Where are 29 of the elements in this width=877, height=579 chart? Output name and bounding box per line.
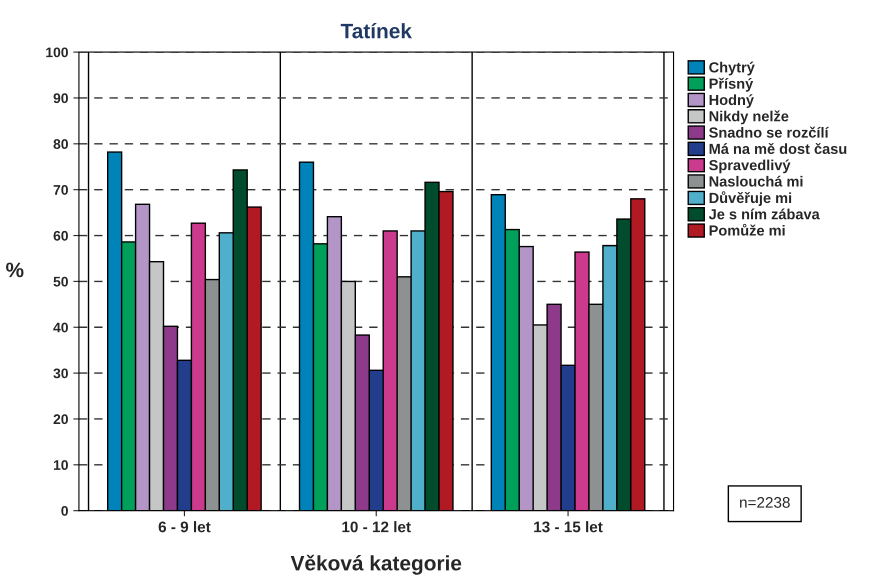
y-tick-label: 70 xyxy=(54,185,68,195)
y-tick-label: 0 xyxy=(61,506,68,516)
x-tick-label: 6 - 9 let xyxy=(158,521,211,532)
y-tick-label: 10 xyxy=(54,460,68,470)
legend-label: Přísný xyxy=(710,78,754,92)
y-tick-label: 80 xyxy=(54,139,68,149)
legend-label: Hodný xyxy=(710,94,754,108)
legend-label: Je s ním zábava xyxy=(708,208,820,220)
chart-title: Tatínek xyxy=(340,22,412,38)
legend-label: Má na mě dost času xyxy=(710,142,846,154)
legend-label: Důvěřuje mi xyxy=(710,191,792,206)
legend-label: Naslouchá mi xyxy=(710,176,802,187)
legend-label: Chytrý xyxy=(709,62,755,76)
x-tick-label: 13 - 15 let xyxy=(534,521,603,532)
y-tick-label: 40 xyxy=(53,322,68,332)
y-tick-label: 100 xyxy=(46,47,68,58)
y-tick-label: 30 xyxy=(53,368,68,378)
legend-label: Snadno se rozčílí xyxy=(709,126,829,138)
y-tick-label: 60 xyxy=(54,230,68,241)
y-axis-title: % xyxy=(6,262,24,278)
legend-label: Pomůže mi xyxy=(710,224,785,236)
legend-label: Spravedlivý xyxy=(709,159,790,174)
y-tick-label: 90 xyxy=(54,93,68,104)
y-tick-label: 50 xyxy=(53,276,68,287)
text: n=2238 xyxy=(740,497,790,508)
x-axis-title: Věková kategorie xyxy=(290,554,462,575)
y-tick-label: 20 xyxy=(54,414,68,424)
x-tick-label: 10 - 12 let xyxy=(342,521,411,532)
legend-label: Nikdy nelže xyxy=(710,110,788,124)
